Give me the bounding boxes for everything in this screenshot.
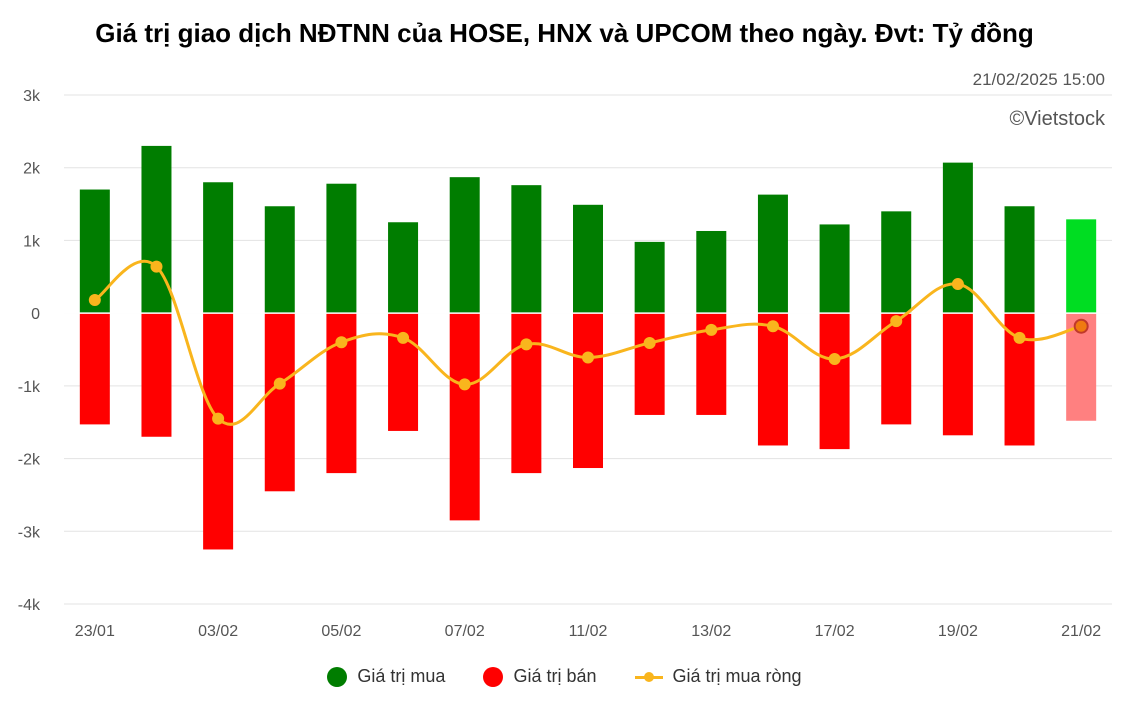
- legend-buy-label: Giá trị mua: [357, 666, 446, 686]
- legend: Giá trị mua Giá trị bán Giá trị mua ròng: [0, 666, 1129, 687]
- bar-buy[interactable]: [696, 230, 727, 314]
- net-point[interactable]: [705, 323, 718, 336]
- x-tick-label: 03/02: [198, 623, 238, 640]
- x-tick-label: 11/02: [569, 623, 608, 640]
- x-tick-label: 21/02: [1061, 623, 1101, 640]
- bar-sell[interactable]: [757, 313, 788, 446]
- bar-sell[interactable]: [942, 313, 973, 436]
- net-point[interactable]: [458, 378, 471, 391]
- chart-title: Giá trị giao dịch NĐTNN của HOSE, HNX và…: [95, 18, 1034, 48]
- bar-sell[interactable]: [141, 313, 172, 437]
- net-point[interactable]: [1073, 318, 1089, 334]
- bar-sell[interactable]: [881, 313, 912, 425]
- y-tick-label: 2k: [23, 161, 41, 178]
- net-point[interactable]: [890, 315, 903, 328]
- bar-buy[interactable]: [203, 182, 234, 314]
- net-point[interactable]: [273, 377, 286, 390]
- net-line-path: [93, 259, 1082, 426]
- bar-buy[interactable]: [573, 204, 603, 314]
- x-tick-label: 19/02: [938, 623, 978, 640]
- bars: [64, 145, 1112, 550]
- chart: 3k 2k 1k 0 -1k -2k -3k -4k 23/01 03/02 05/02 07/02…: [18, 88, 1112, 640]
- bar-buy[interactable]: [326, 183, 357, 314]
- bar-buy[interactable]: [634, 241, 665, 314]
- net-point[interactable]: [643, 336, 656, 349]
- bar-sell[interactable]: [203, 313, 234, 550]
- legend-net-label: Giá trị mua ròng: [672, 666, 802, 686]
- x-axis-ticks: 23/01 03/02 05/02 07/02 11/02 13/02 17/02 19/02…: [75, 623, 1101, 640]
- net-point[interactable]: [397, 331, 410, 344]
- bar-sell[interactable]: [511, 313, 542, 474]
- y-tick-label: -1k: [18, 379, 41, 396]
- net-point[interactable]: [212, 412, 225, 425]
- legend-buy-marker: [327, 666, 348, 687]
- x-tick-label: 13/02: [691, 623, 731, 640]
- y-tick-label: 1k: [23, 233, 41, 250]
- x-tick-label: 05/02: [321, 623, 361, 640]
- bar-sell[interactable]: [264, 313, 295, 492]
- bar-sell[interactable]: [388, 313, 419, 431]
- y-tick-label: -2k: [18, 452, 41, 469]
- net-point[interactable]: [828, 352, 841, 365]
- bar-sell[interactable]: [79, 313, 110, 425]
- net-line: [88, 259, 1089, 426]
- bar-buy[interactable]: [1004, 206, 1035, 314]
- bar-buy[interactable]: [388, 222, 419, 314]
- y-tick-label: -4k: [18, 597, 41, 614]
- bar-buy[interactable]: [881, 211, 912, 314]
- net-point[interactable]: [150, 260, 163, 273]
- legend-sell-label: Giá trị bán: [513, 666, 597, 686]
- net-point[interactable]: [582, 351, 594, 364]
- y-axis-ticks: 3k 2k 1k 0 -1k -2k -3k -4k: [18, 88, 41, 614]
- bar-buy[interactable]: [819, 224, 850, 314]
- net-point[interactable]: [520, 338, 533, 351]
- bar-buy[interactable]: [942, 162, 973, 314]
- legend-item-net[interactable]: Giá trị mua ròng: [634, 666, 802, 687]
- x-tick-label: 07/02: [445, 623, 485, 640]
- legend-net-marker: [634, 667, 663, 687]
- bar-sell[interactable]: [449, 313, 480, 521]
- bar-buy[interactable]: [264, 206, 295, 314]
- bar-sell[interactable]: [634, 313, 665, 415]
- legend-item-sell[interactable]: Giá trị bán: [483, 666, 597, 687]
- net-point[interactable]: [951, 278, 964, 291]
- bar-buy[interactable]: [141, 145, 172, 314]
- bar-buy[interactable]: [757, 194, 788, 314]
- bar-sell[interactable]: [573, 313, 603, 469]
- credit: ©Vietstock: [1009, 108, 1105, 130]
- net-point[interactable]: [335, 336, 348, 349]
- bar-sell[interactable]: [819, 313, 850, 450]
- net-point[interactable]: [1013, 331, 1026, 344]
- bar-buy[interactable]: [511, 185, 542, 314]
- legend-item-buy[interactable]: Giá trị mua: [327, 666, 445, 687]
- net-point[interactable]: [766, 320, 779, 333]
- legend-sell-marker: [483, 666, 504, 687]
- bar-buy[interactable]: [1066, 219, 1097, 314]
- y-tick-label: 3k: [23, 88, 41, 105]
- x-tick-label: 17/02: [815, 623, 855, 640]
- y-tick-label: 0: [31, 306, 40, 323]
- timestamp: 21/02/2025 15:00: [972, 70, 1105, 89]
- x-tick-label: 23/01: [75, 623, 115, 640]
- y-tick-label: -3k: [18, 524, 41, 541]
- bar-buy[interactable]: [449, 177, 480, 314]
- net-point[interactable]: [88, 294, 101, 307]
